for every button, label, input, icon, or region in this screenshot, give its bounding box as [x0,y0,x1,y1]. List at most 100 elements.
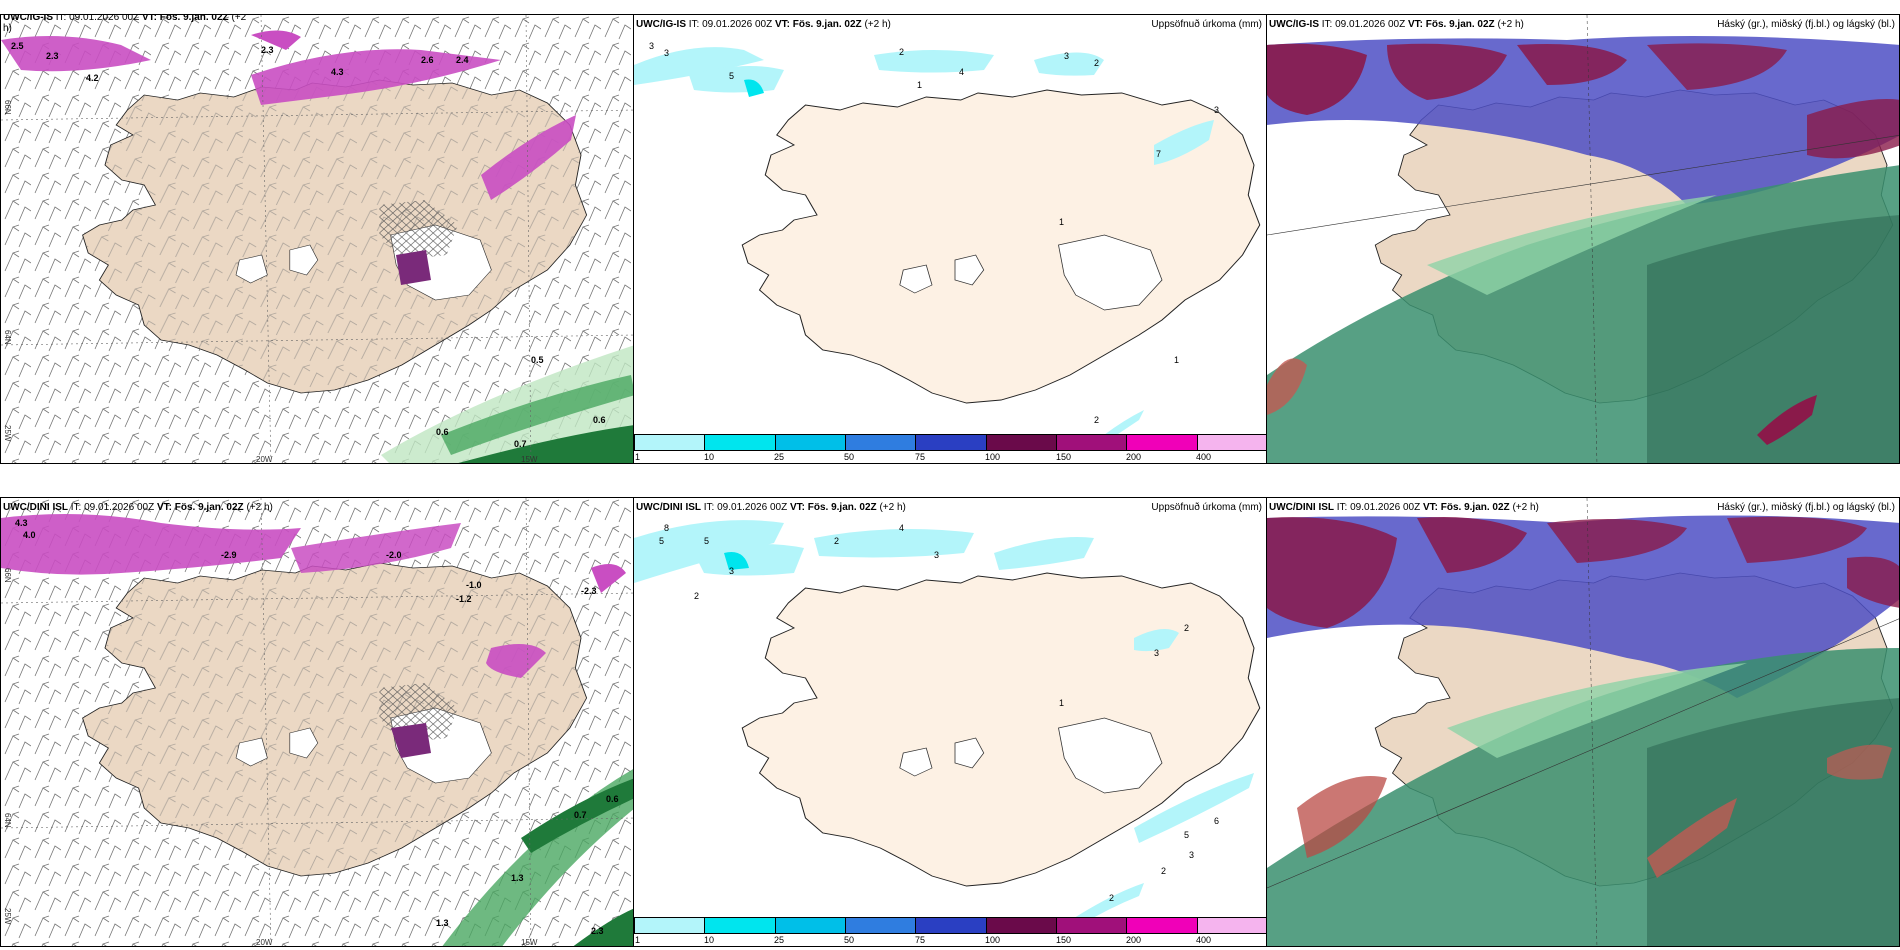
colorbar-tick: 400 [1196,935,1212,945]
init-time: IT: 09.01.2026 00Z [1336,502,1421,513]
init-time: IT: 09.01.2026 00Z [55,14,140,23]
wind-value: 2.5 [11,41,24,51]
precip-value: 1 [1059,698,1065,708]
panel-header: UWC/IG-IS IT: 09.01.2026 00Z VT: Fös. 9.… [3,14,247,23]
precip-value: 1 [917,80,923,90]
lat-label: 66N [3,568,12,583]
precip-value: 3 [1154,648,1160,658]
precip-value: 1 [1174,355,1180,365]
precip-value: 3 [1214,105,1220,115]
colorbar-swatch [705,918,776,933]
precip-value: 4 [959,67,965,77]
colorbar [634,434,1266,451]
lead-time: (+2 h) [879,502,906,513]
colorbar [634,917,1266,934]
init-time: IT: 09.01.2026 00Z [70,502,155,513]
lon-label: 20W [256,938,273,947]
colorbar-tick: 200 [1126,935,1142,945]
lat-label: 25W [3,425,12,442]
wind-value: 1.3 [436,918,449,928]
colorbar-tick: 50 [844,935,855,945]
wind-value: -1.0 [466,580,482,590]
panel-header: UWC/DINI ISL IT: 09.01.2026 00Z VT: Fös.… [3,502,273,513]
wind-value: -1.2 [456,594,472,604]
colorbar-tick: 50 [844,452,855,462]
lead-time: (+2 h) [246,502,273,513]
precip-value: 2 [1161,866,1167,876]
model-name: UWC/DINI ISL [3,502,68,513]
colorbar-tick: 100 [985,935,1001,945]
init-time: IT: 09.01.2026 00Z [1321,19,1406,30]
colorbar-tick: 75 [915,935,926,945]
precip-value: 5 [659,536,665,546]
colorbar-ticks: 1 10 25 50 75 100 150 200 400 [634,935,1266,946]
lon-label: 15W [521,455,538,464]
lead-time: (+2 h) [864,19,891,30]
panel-header: UWC/DINI ISL IT: 09.01.2026 00Z VT: Fös.… [1269,502,1539,513]
colorbar-swatch [986,435,1057,450]
colorbar-tick: 1 [635,935,641,945]
panel-title: Háský (gr.), miðský (fj.bl.) og lágský (… [1717,19,1895,30]
lat-label: 64N [3,330,12,345]
colorbar-swatch [916,918,987,933]
panel-header: UWC/DINI ISL IT: 09.01.2026 00Z VT: Fös.… [636,502,906,513]
valid-time: VT: Fös. 9.jan. 02Z [1422,502,1510,513]
wind-value: -2.9 [221,550,237,560]
colorbar-swatch [635,918,706,933]
valid-time: VT: Fös. 9.jan. 02Z [1407,19,1495,30]
panel-title: Háský (gr.), miðský (fj.bl.) og lágský (… [1717,502,1895,513]
wind-value: 2.3 [591,926,604,936]
precip-value: 5 [1184,830,1190,840]
precip-value: 4 [899,523,905,533]
colorbar-tick: 25 [774,452,785,462]
wind-value: 2.4 [456,55,469,65]
lon-label: 15W [521,938,538,947]
colorbar-swatch [1056,435,1128,450]
lead-time: (+2 h) [1497,19,1524,30]
wind-value: 2.6 [421,55,434,65]
colorbar-swatch [845,918,917,933]
colorbar-swatch [775,435,846,450]
model-name: UWC/IG-IS [3,14,53,23]
wind-value: 0.6 [436,427,449,437]
wind-value: 1.3 [511,873,524,883]
precip-value: 8 [664,523,670,533]
lat-label: 66N [3,100,12,115]
precip-value: 2 [1184,623,1190,633]
colorbar-swatch [1127,435,1198,450]
colorbar-swatch [1127,918,1198,933]
precip-value: 2 [694,591,700,601]
panel-header: UWC/IG-IS IT: 09.01.2026 00Z VT: Fös. 9.… [1269,19,1524,30]
model-name: UWC/DINI ISL [1269,502,1334,513]
colorbar-tick: 1 [635,452,641,462]
model-name: UWC/IG-IS [1269,19,1319,30]
panel-header: UWC/IG-IS IT: 09.01.2026 00Z VT: Fös. 9.… [636,19,891,30]
panel-wind-dini: UWC/DINI ISL IT: 09.01.2026 00Z VT: Fös.… [0,497,634,947]
wind-value: 2.3 [261,45,274,55]
valid-time: VT: Fös. 9.jan. 02Z [789,502,877,513]
precip-map-igis [634,47,1261,440]
colorbar-tick: 200 [1126,452,1142,462]
lead-time: (+2 [231,14,247,23]
colorbar-swatch [916,435,987,450]
wind-value: 0.5 [531,355,544,365]
wind-value: -2.3 [581,586,597,596]
wind-value: 4.2 [86,73,99,83]
cloud-map-igis [1267,15,1899,463]
precip-value: 2 [1109,893,1115,903]
colorbar-swatch [775,918,846,933]
precip-map-dini [634,520,1261,926]
precip-value: 3 [1189,850,1195,860]
colorbar-tick: 75 [915,452,926,462]
wind-value: 0.6 [593,415,606,425]
valid-time: VT: Fös. 9.jan. 02Z [774,19,862,30]
model-name: UWC/IG-IS [636,19,686,30]
precip-value: 7 [1156,149,1162,159]
init-time: IT: 09.01.2026 00Z [703,502,788,513]
precip-value: 2 [834,536,840,546]
precip-value: 3 [934,550,940,560]
colorbar-tick: 10 [704,935,715,945]
precip-value: 3 [664,48,670,58]
wind-value: 4.3 [331,67,344,77]
valid-time: VT: Fös. 9.jan. 02Z [141,14,229,23]
